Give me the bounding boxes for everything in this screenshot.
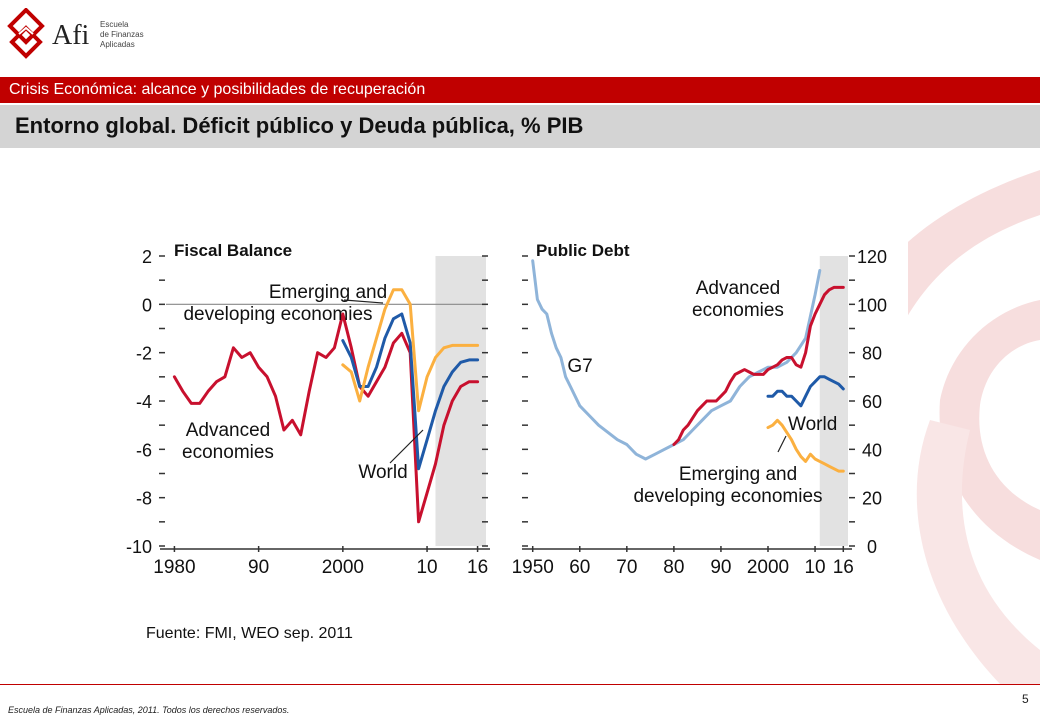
x-tick-label: 90	[710, 557, 731, 578]
y-tick-label: -10	[126, 537, 152, 557]
footer-copyright: Escuela de Finanzas Aplicadas, 2011. Tod…	[8, 705, 290, 715]
chart-title-0: Fiscal Balance	[174, 241, 292, 260]
projection-shade-0	[435, 256, 486, 546]
x-tick-label: 1950	[512, 557, 554, 578]
section-title: Crisis Económica: alcance y posibilidade…	[9, 81, 426, 98]
y-tick-label: 80	[862, 344, 882, 364]
x-tick-label: 2000	[747, 557, 789, 578]
series-line-world	[766, 375, 845, 408]
logo-subtitle: Escuela de Finanzas Aplicadas	[100, 20, 144, 50]
y-tick-label: -6	[136, 440, 152, 460]
annotation-leader	[777, 435, 787, 453]
logo: Afi Escuela de Finanzas Aplicadas	[6, 8, 146, 68]
series-annotation: Emerging and	[679, 464, 797, 485]
x-tick-label: 80	[663, 557, 684, 578]
y-tick-label: 0	[142, 295, 152, 315]
series-line-emerging-and-developing-economies	[341, 288, 480, 413]
logo-sub-line-2: de Finanzas	[100, 30, 144, 39]
x-tick-label: 10	[416, 557, 437, 578]
section-header-bar: Crisis Económica: alcance y posibilidade…	[0, 77, 1040, 103]
source-note: Fuente: FMI, WEO sep. 2011	[146, 625, 353, 642]
x-tick-label: 10	[804, 557, 825, 578]
y-tick-label: 40	[862, 440, 882, 460]
series-annotation: developing economies	[633, 486, 822, 507]
y-tick-label: -8	[136, 489, 152, 509]
afi-logo-icon	[7, 8, 45, 59]
x-tick-label: 16	[467, 557, 488, 578]
series-annotation: Advanced	[696, 278, 781, 299]
y-tick-label: 0	[867, 537, 877, 557]
projection-shade-1	[819, 256, 848, 546]
y-tick-label: 2	[142, 247, 152, 267]
x-tick-label: 60	[569, 557, 590, 578]
series-annotation: developing economies	[183, 304, 372, 325]
slide-title: Entorno global. Déficit público y Deuda …	[15, 113, 584, 138]
slide-title-bar: Entorno global. Déficit público y Deuda …	[0, 105, 1040, 148]
x-tick-label: 16	[833, 557, 854, 578]
series-annotation: World	[358, 462, 407, 483]
series-annotation: World	[788, 414, 837, 435]
y-tick-label: 100	[857, 295, 887, 315]
series-line-advanced-economies	[172, 312, 480, 524]
series-annotation: Emerging and	[269, 282, 387, 303]
logo-sub-line-3: Aplicadas	[100, 40, 135, 49]
series-annotation: economies	[182, 442, 274, 463]
logo-brand: Afi	[52, 20, 90, 51]
y-tick-label: 60	[862, 392, 882, 412]
x-tick-label: 70	[616, 557, 637, 578]
y-tick-label: -4	[136, 392, 152, 412]
x-tick-label: 1980	[153, 557, 195, 578]
page-number: 5	[1022, 692, 1029, 706]
series-annotation: economies	[692, 300, 784, 321]
series-line-advanced-economies	[672, 285, 845, 446]
series-annotation: Advanced	[186, 420, 271, 441]
chart-panel: Fiscal Balance 2 0 -2 -4 -6 -8 -10 1980 90 2000 10 1…	[118, 208, 908, 592]
y-tick-label: -2	[136, 344, 152, 364]
footer-divider	[0, 684, 1040, 685]
x-tick-label: 90	[248, 557, 269, 578]
y-tick-label: 120	[857, 247, 887, 267]
chart-title-1: Public Debt	[536, 241, 630, 260]
y-tick-label: 20	[862, 489, 882, 509]
series-annotation: G7	[567, 356, 592, 377]
annotation-leader	[389, 429, 424, 464]
series-line-world	[341, 312, 480, 471]
x-tick-label: 2000	[322, 557, 364, 578]
series-line-emerging-and-developing-economies	[766, 418, 845, 473]
annotation-leader	[343, 299, 384, 304]
logo-sub-line-1: Escuela	[100, 20, 129, 29]
